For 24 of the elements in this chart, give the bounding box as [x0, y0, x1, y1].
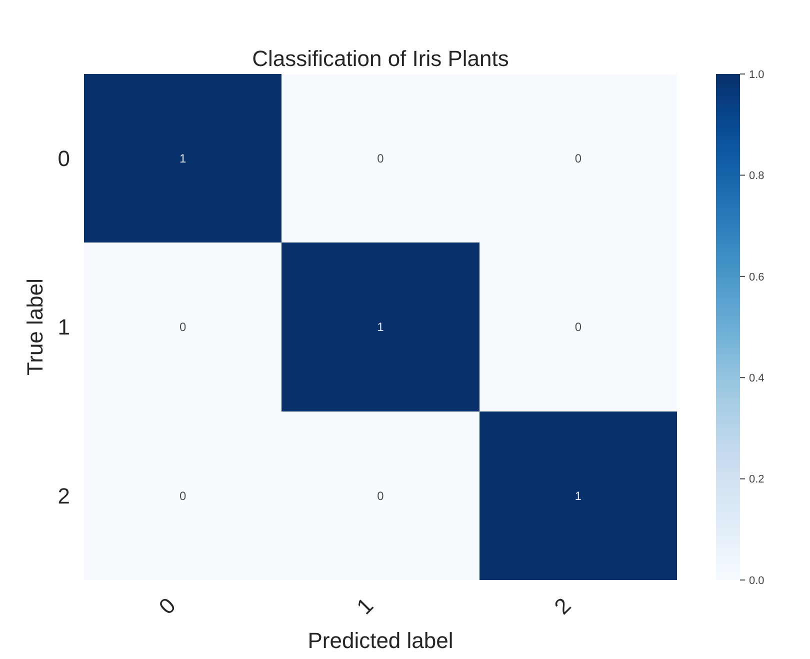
color-bar-label: 1.0 — [749, 68, 764, 81]
data-label: 1 — [179, 152, 186, 166]
y-tick-label: 1 — [58, 314, 70, 340]
data-label: 0 — [179, 320, 186, 334]
data-label: 1 — [574, 488, 582, 503]
color-bar-label: 0.0 — [749, 574, 764, 587]
color-bar-label: 0.4 — [749, 372, 764, 384]
color-bar-label: 0.2 — [749, 474, 764, 486]
data-label: 0 — [179, 488, 186, 503]
x-tick-label: 2 — [549, 592, 576, 620]
x-tick-label: 0 — [154, 592, 180, 620]
data-label: 0 — [377, 488, 384, 503]
data-label: 0 — [574, 320, 582, 334]
data-label: 0 — [377, 152, 384, 166]
data-label: 0 — [574, 152, 582, 166]
y-axis-title: True label — [22, 278, 48, 376]
y-tick-label: 2 — [58, 483, 70, 508]
data-label: 1 — [377, 320, 384, 334]
color-bar-label: 0.6 — [749, 271, 764, 284]
color-bar-label: 0.8 — [749, 170, 764, 182]
x-axis-title: Predicted label — [308, 628, 454, 653]
chart-title: Classification of Iris Plants — [252, 46, 509, 71]
y-tick-label: 0 — [58, 146, 70, 172]
x-tick-label: 1 — [352, 592, 378, 620]
